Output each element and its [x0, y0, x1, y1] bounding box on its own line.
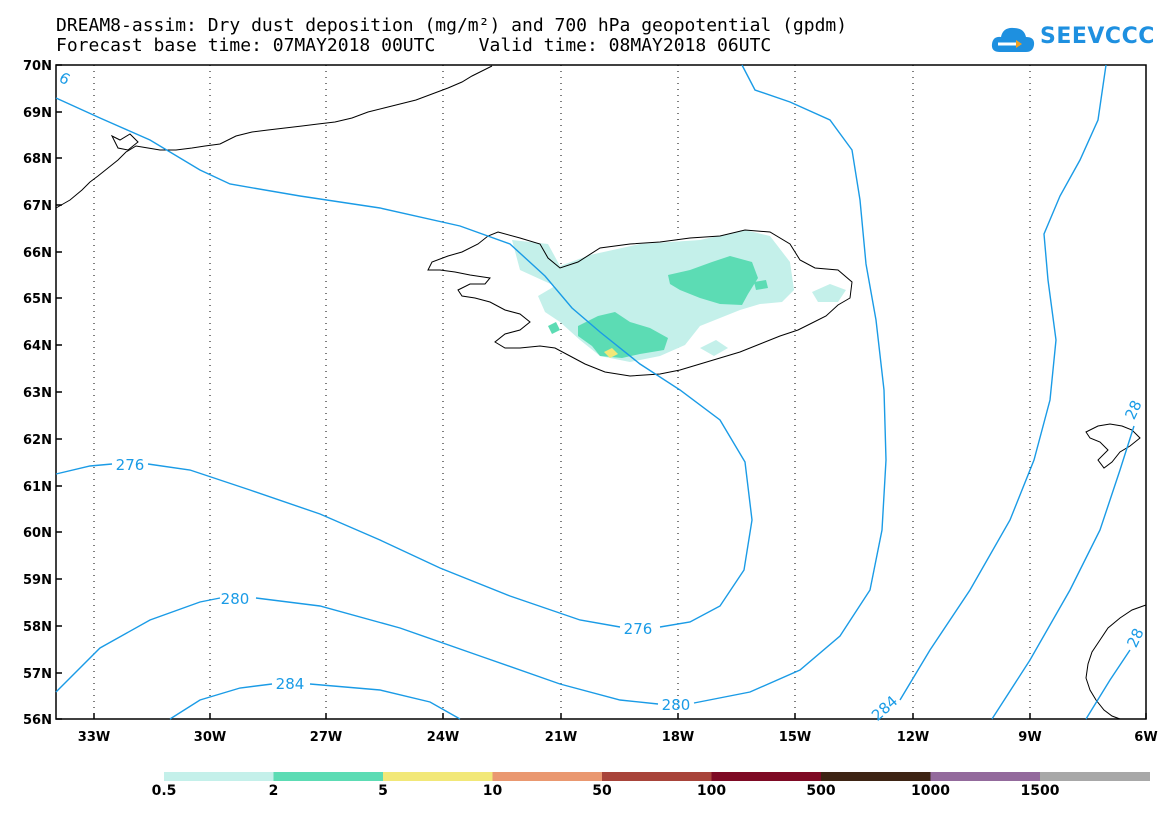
- colorbar-label: 1000: [911, 783, 950, 799]
- lon-label: 21W: [545, 730, 577, 745]
- seevccc-logo: SEEVCCC: [990, 22, 1154, 58]
- contour-label: 280: [662, 696, 691, 714]
- contour-line: [899, 64, 1107, 701]
- dust-area-medium: [754, 280, 768, 290]
- contour-label: 284: [276, 675, 305, 693]
- lon-label: 18W: [662, 730, 694, 745]
- geopotential-contours: [55, 64, 1135, 720]
- lat-label: 69N: [23, 106, 52, 121]
- lat-label: 58N: [23, 620, 52, 635]
- dust-area-medium: [578, 312, 668, 358]
- lat-label: 62N: [23, 433, 52, 448]
- lon-label: 30W: [194, 730, 226, 745]
- colorbar-segment: [492, 772, 603, 781]
- greenland-coastline: [55, 65, 493, 209]
- contour-line: [1085, 649, 1131, 720]
- lat-label: 66N: [23, 246, 52, 261]
- lat-label: 70N: [23, 59, 52, 74]
- lat-label: 56N: [23, 713, 52, 728]
- faroe-coastline: [1085, 423, 1141, 469]
- lat-label: 60N: [23, 526, 52, 541]
- contour-line: [55, 463, 113, 475]
- contour-line: [169, 683, 273, 720]
- lat-label: 61N: [23, 480, 52, 495]
- colorbar-label: 5: [378, 783, 388, 799]
- lon-label: 27W: [310, 730, 342, 745]
- dust-area-medium: [668, 256, 758, 305]
- cloud-icon: [991, 27, 1035, 52]
- colorbar-segment: [711, 772, 822, 781]
- lon-label: 12W: [897, 730, 929, 745]
- colorbar-label: 100: [696, 783, 727, 799]
- contour-line: [147, 463, 621, 628]
- contour-label: 280: [221, 590, 250, 608]
- colorbar-label: 50: [592, 783, 612, 799]
- plot-frame: [55, 64, 1147, 720]
- map-title-line1: DREAM8-assim: Dry dust deposition (mg/m²…: [56, 15, 848, 36]
- colorbar-segment: [602, 772, 712, 781]
- lon-label: 6W: [1134, 730, 1157, 745]
- contour-line: [55, 97, 753, 628]
- lat-label: 57N: [23, 667, 52, 682]
- lon-label: 24W: [427, 730, 459, 745]
- latitude-labels: 70N 69N 68N 67N 66N 65N 64N 63N 62N 61N …: [23, 59, 52, 728]
- lat-label: 63N: [23, 386, 52, 401]
- colorbar-label: 10: [482, 783, 503, 799]
- lon-label: 15W: [779, 730, 811, 745]
- dust-area-light: [700, 340, 728, 356]
- colorbar-segment: [821, 772, 931, 781]
- contour-label: 276: [624, 620, 653, 638]
- lon-label: 33W: [78, 730, 110, 745]
- dust-deposition-shading: [512, 230, 846, 362]
- colorbar-segment: [383, 772, 493, 781]
- lat-label: 64N: [23, 339, 52, 354]
- iceland-coastline: [427, 229, 853, 377]
- lon-label: 9W: [1018, 730, 1041, 745]
- map-title-line2: Forecast base time: 07MAY2018 00UTC Vali…: [56, 35, 772, 56]
- dust-area-high: [604, 348, 618, 358]
- lat-label: 59N: [23, 573, 52, 588]
- contour-line: [991, 425, 1135, 720]
- colorbar-segment: [273, 772, 384, 781]
- axis-ticks: [56, 64, 1147, 720]
- longitude-labels: 33W 30W 27W 24W 21W 18W 15W 12W 9W 6W: [78, 730, 1158, 745]
- lat-label: 68N: [23, 152, 52, 167]
- scotland-coastline: [1085, 604, 1147, 720]
- colorbar: [164, 772, 1150, 781]
- colorbar-label: 1500: [1020, 783, 1060, 799]
- dust-area-medium: [548, 322, 560, 334]
- dust-area-light: [812, 284, 846, 302]
- logo-text: SEEVCCC: [1040, 24, 1155, 49]
- contour-line: [255, 597, 659, 705]
- colorbar-label: 2: [268, 783, 279, 799]
- contour-label: 276: [116, 456, 145, 474]
- colorbar-label: 0.5: [151, 783, 177, 799]
- contour-line: [693, 64, 887, 704]
- greenland-coastline: [110, 133, 139, 151]
- colorbar-segment: [1040, 772, 1150, 781]
- coastlines: [55, 65, 1147, 720]
- colorbar-label: 500: [806, 783, 836, 799]
- colorbar-segment: [164, 772, 274, 781]
- lat-label: 65N: [23, 292, 52, 307]
- colorbar-segment: [930, 772, 1041, 781]
- lat-label: 67N: [23, 199, 52, 214]
- contour-line: [55, 597, 221, 693]
- contour-line: [309, 683, 461, 720]
